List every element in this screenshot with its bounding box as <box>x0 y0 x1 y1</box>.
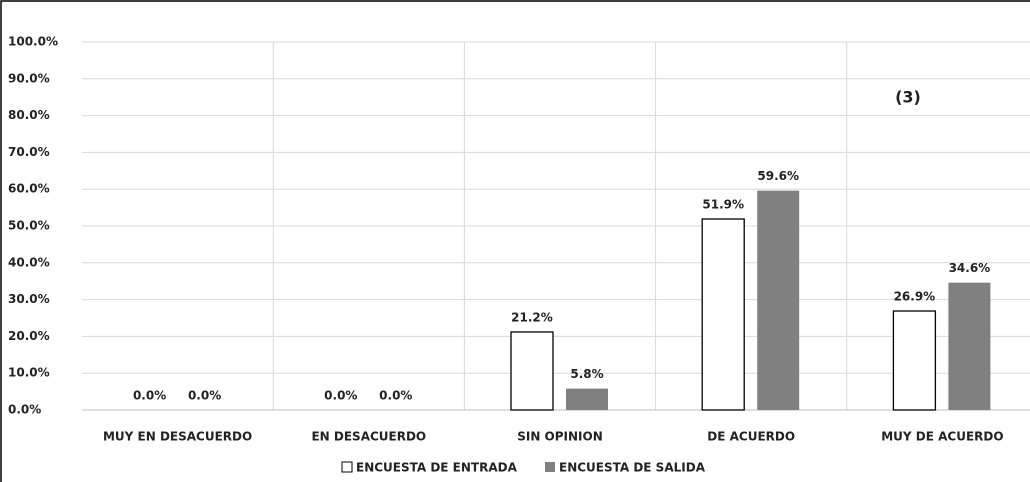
data-label: 0.0% <box>133 389 166 403</box>
y-tick-label: 40.0% <box>8 255 50 269</box>
legend-swatch <box>545 462 555 472</box>
y-tick-label: 30.0% <box>8 292 50 306</box>
x-tick-label: MUY EN DESACUERDO <box>103 430 252 444</box>
y-tick-label: 70.0% <box>8 145 50 159</box>
y-tick-label: 20.0% <box>8 329 50 343</box>
data-label: 0.0% <box>324 389 357 403</box>
data-label: 5.8% <box>570 367 603 381</box>
bar <box>757 190 800 410</box>
bar <box>701 218 745 411</box>
bar <box>948 282 991 410</box>
data-label: 51.9% <box>702 198 744 212</box>
y-tick-label: 10.0% <box>8 366 50 380</box>
data-label: 21.2% <box>511 310 553 324</box>
data-label: 0.0% <box>188 389 221 403</box>
data-label: 0.0% <box>379 389 412 403</box>
y-tick-label: 0.0% <box>8 403 41 417</box>
legend-label: ENCUESTA DE SALIDA <box>559 461 706 475</box>
y-tick-label: 80.0% <box>8 108 50 122</box>
annotation: (3) <box>895 88 921 107</box>
data-label: 59.6% <box>757 169 799 183</box>
legend-swatch <box>341 461 353 473</box>
x-tick-label: SIN OPINION <box>517 430 603 444</box>
y-tick-label: 100.0% <box>8 35 58 49</box>
y-tick-label: 50.0% <box>8 219 50 233</box>
x-tick-label: MUY DE ACUERDO <box>881 430 1003 444</box>
bar <box>892 310 937 411</box>
x-tick-label: EN DESACUERDO <box>311 430 426 444</box>
y-tick-label: 60.0% <box>8 182 50 196</box>
bar <box>566 388 608 410</box>
legend-label: ENCUESTA DE ENTRADA <box>356 461 518 475</box>
data-label: 34.6% <box>949 261 991 275</box>
data-label: 26.9% <box>894 290 936 304</box>
bar <box>510 331 554 411</box>
y-tick-label: 90.0% <box>8 71 50 85</box>
x-tick-label: DE ACUERDO <box>707 430 795 444</box>
